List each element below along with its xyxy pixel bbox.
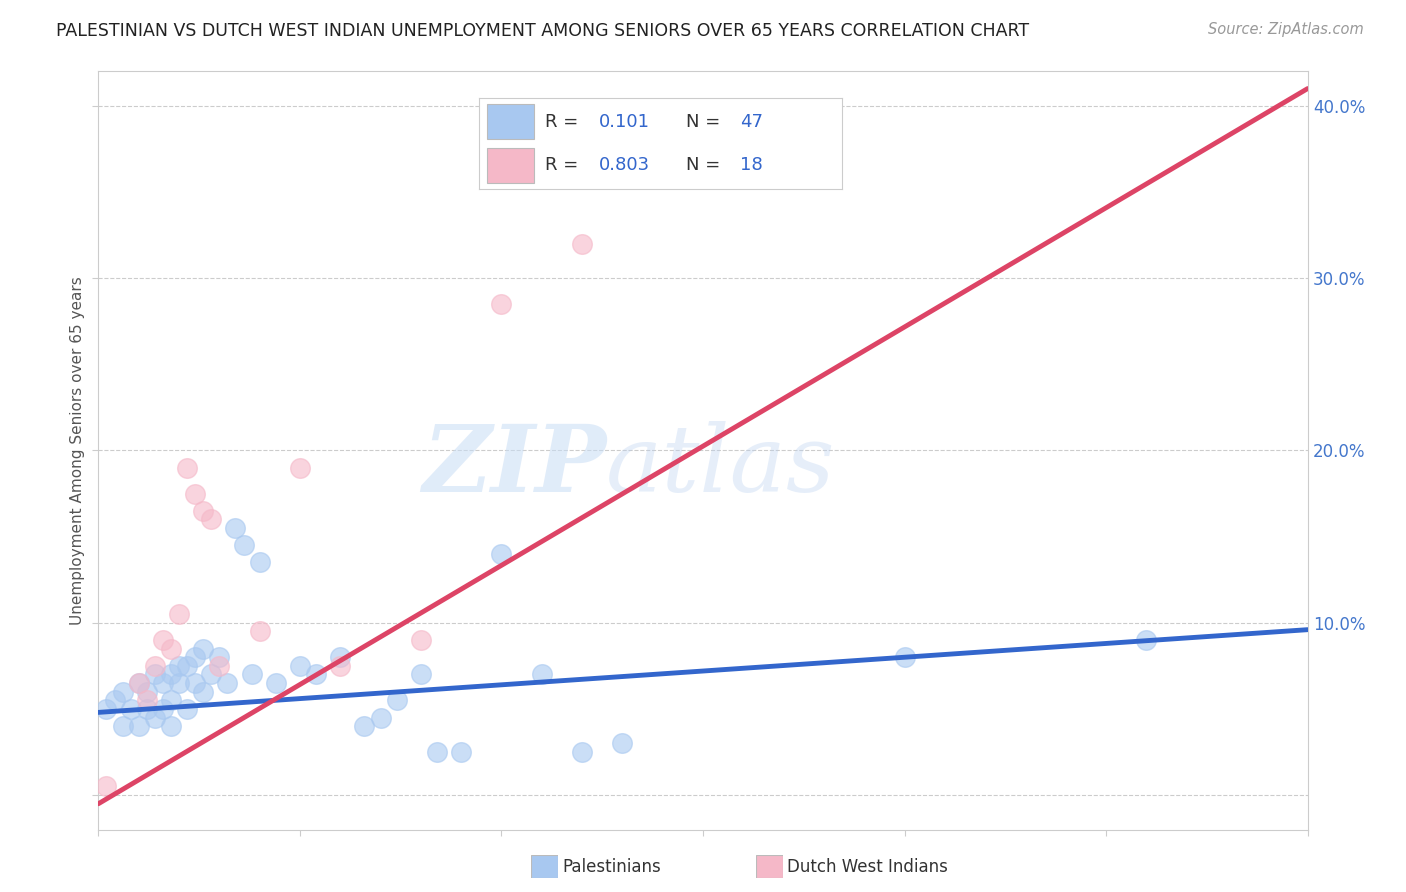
Point xyxy=(96,780,118,794)
Point xyxy=(96,702,118,716)
Point xyxy=(329,650,352,665)
Point xyxy=(176,460,198,475)
Point xyxy=(612,736,634,750)
Point xyxy=(111,684,134,698)
Point xyxy=(240,667,263,681)
Point xyxy=(135,702,157,716)
Point xyxy=(571,236,593,251)
Point xyxy=(305,667,328,681)
Point xyxy=(571,745,593,759)
Point xyxy=(193,641,215,656)
Point xyxy=(370,710,392,724)
Point xyxy=(152,676,174,690)
Point xyxy=(232,538,254,552)
Point xyxy=(160,667,183,681)
Point xyxy=(184,676,207,690)
Point xyxy=(176,702,198,716)
Point xyxy=(409,633,432,648)
Point xyxy=(111,719,134,733)
Point xyxy=(450,745,472,759)
Point xyxy=(143,710,166,724)
Point xyxy=(409,667,432,681)
Point xyxy=(160,641,183,656)
Point xyxy=(128,719,150,733)
Point xyxy=(329,658,352,673)
Point xyxy=(491,547,513,561)
Point xyxy=(160,693,183,707)
Point xyxy=(167,676,190,690)
Text: Palestinians: Palestinians xyxy=(562,858,661,876)
Point xyxy=(288,460,311,475)
Point xyxy=(135,684,157,698)
Point xyxy=(208,658,231,673)
Point xyxy=(128,676,150,690)
Point xyxy=(120,702,142,716)
Point xyxy=(385,693,408,707)
Point xyxy=(167,658,190,673)
Text: atlas: atlas xyxy=(606,421,835,510)
Point xyxy=(103,693,125,707)
Point xyxy=(200,512,222,526)
Point xyxy=(1135,633,1157,648)
Y-axis label: Unemployment Among Seniors over 65 years: Unemployment Among Seniors over 65 years xyxy=(70,277,86,624)
Point xyxy=(491,297,513,311)
Point xyxy=(167,607,190,622)
Text: ZIP: ZIP xyxy=(422,421,606,510)
Point xyxy=(426,745,449,759)
Point xyxy=(249,556,271,570)
Point xyxy=(176,658,198,673)
Point xyxy=(135,693,157,707)
Point xyxy=(224,521,246,535)
Text: Dutch West Indians: Dutch West Indians xyxy=(787,858,948,876)
Point xyxy=(530,667,553,681)
Point xyxy=(288,658,311,673)
Point xyxy=(208,650,231,665)
Text: PALESTINIAN VS DUTCH WEST INDIAN UNEMPLOYMENT AMONG SENIORS OVER 65 YEARS CORREL: PALESTINIAN VS DUTCH WEST INDIAN UNEMPLO… xyxy=(56,22,1029,40)
Point xyxy=(184,650,207,665)
Point xyxy=(893,650,915,665)
Point xyxy=(353,719,375,733)
Point xyxy=(184,486,207,500)
Point xyxy=(128,676,150,690)
Point xyxy=(193,684,215,698)
Point xyxy=(200,667,222,681)
Point xyxy=(217,676,239,690)
Point xyxy=(193,504,215,518)
Point xyxy=(264,676,287,690)
Point xyxy=(160,719,183,733)
Point xyxy=(152,702,174,716)
Point xyxy=(143,658,166,673)
Point xyxy=(249,624,271,639)
Text: Source: ZipAtlas.com: Source: ZipAtlas.com xyxy=(1208,22,1364,37)
Point xyxy=(152,633,174,648)
Point xyxy=(143,667,166,681)
